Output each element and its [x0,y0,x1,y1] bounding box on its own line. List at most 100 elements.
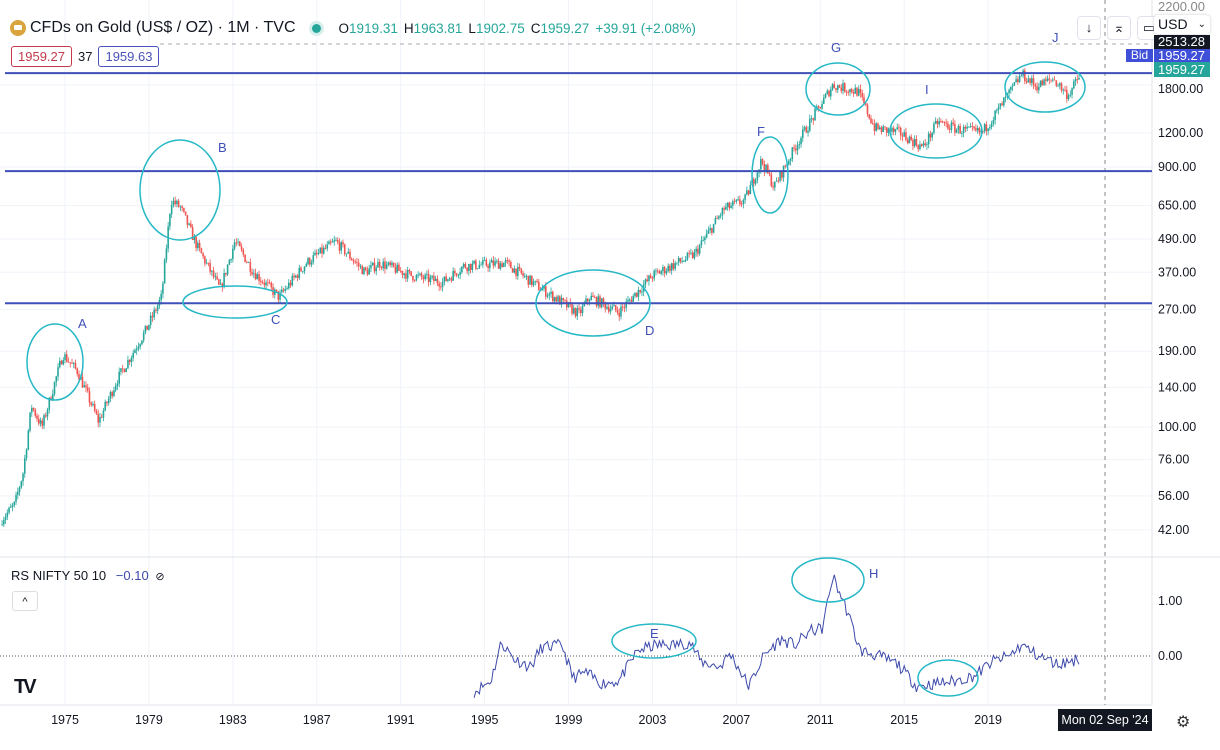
tradingview-logo[interactable]: TV [14,676,36,698]
candle-body [978,128,981,133]
price-axis-label: 190.00 [1158,344,1196,358]
candle-body [770,174,773,187]
candle-body [184,211,187,216]
candle-body [15,494,17,502]
candle-body [280,289,283,293]
sell-button[interactable]: 1959.27 [11,46,72,67]
candle-body [78,374,80,380]
price-axis-label: 370.00 [1158,265,1196,279]
candle-body [648,275,650,282]
annotation-label-b: B [218,140,227,155]
candle-body [247,262,250,264]
indicator-value: −0.10 [115,568,149,583]
candle-body [83,385,86,388]
candle-body [205,262,208,264]
open-label: O [338,20,350,36]
candle-body [1017,79,1019,83]
candle-body [628,299,631,301]
candle-body [756,172,759,180]
candle-body [1018,75,1021,83]
candle-body [798,144,801,146]
candle-body [749,185,752,195]
candle-body [733,201,736,202]
collapse-pane-button[interactable]: ⌅ [1107,16,1131,40]
candle-body [104,401,107,411]
candle-body [560,297,563,305]
indicator-name: RS [11,568,30,583]
candle-body [4,516,7,521]
candle-body [134,350,136,353]
candle-body [408,269,411,272]
candle-body [767,164,769,174]
candle-body [990,123,993,128]
candle-body [27,430,30,450]
candle-body [878,127,881,129]
candle-body [681,261,683,263]
candle-body [237,241,239,243]
candle-body [149,315,152,326]
candle-body [964,126,967,129]
collapse-legend-button[interactable]: ^ [12,591,38,611]
candle-body [434,278,437,282]
candle-body [515,268,517,276]
candle-body [343,244,346,255]
candle-body [197,242,199,249]
candle-body [176,200,178,205]
scroll-to-latest-button[interactable]: ↓ [1077,16,1101,40]
candle-body [490,260,493,263]
candle-body [957,125,960,130]
annotation-circle [139,139,221,241]
candle-body [146,325,148,330]
candle-body [380,267,383,269]
candle-body [53,382,56,395]
candle-body [746,190,748,195]
currency-select[interactable]: USD ⌄ [1154,15,1210,34]
buy-button[interactable]: 1959.63 [98,46,160,67]
hidden-icon[interactable]: ⊘ [155,571,165,583]
candle-body [1062,89,1065,91]
candle-body [475,260,477,269]
candle-body [667,265,669,272]
candle-body [656,270,659,272]
indicator-legend[interactable]: RS NIFTY 50 10 −0.10 ⊘ [11,568,165,583]
candle-body [592,295,594,298]
candle-body [550,291,552,294]
candle-body [843,83,846,92]
candle-body [927,133,930,145]
candle-body [672,263,675,269]
candle-body [665,271,668,274]
candle-body [1027,78,1030,83]
candle-body [228,259,231,265]
time-axis-label: 1979 [135,713,163,727]
settings-gear-icon[interactable]: ⚙ [1176,714,1191,731]
candle-body [371,262,374,266]
candle-body [817,106,820,108]
candle-body [912,139,914,147]
candle-body [877,123,879,129]
candle-body [394,266,397,273]
candle-body [142,332,145,341]
candle-body [135,348,138,351]
candle-body [719,215,722,217]
candle-body [581,306,584,314]
candle-body [716,218,718,220]
candle-body [163,259,166,284]
candle-body [427,273,430,283]
time-axis-label: 1983 [219,713,247,727]
candle-body [691,252,694,259]
candle-body [632,296,635,302]
candle-body [679,258,682,262]
candle-body [641,291,643,293]
candle-body [1,524,3,526]
market-status-icon[interactable] [311,23,321,33]
candle-body [885,127,888,133]
symbol-title[interactable]: CFDs on Gold (US$ / OZ) · 1M · TVC [30,19,296,36]
candle-body [116,383,119,386]
candle-body [310,262,313,265]
candle-body [975,128,977,131]
price-axis-label: 900.00 [1158,160,1196,174]
candle-body [618,312,621,317]
rs-indicator-line [473,574,1080,698]
candle-body [29,412,31,431]
